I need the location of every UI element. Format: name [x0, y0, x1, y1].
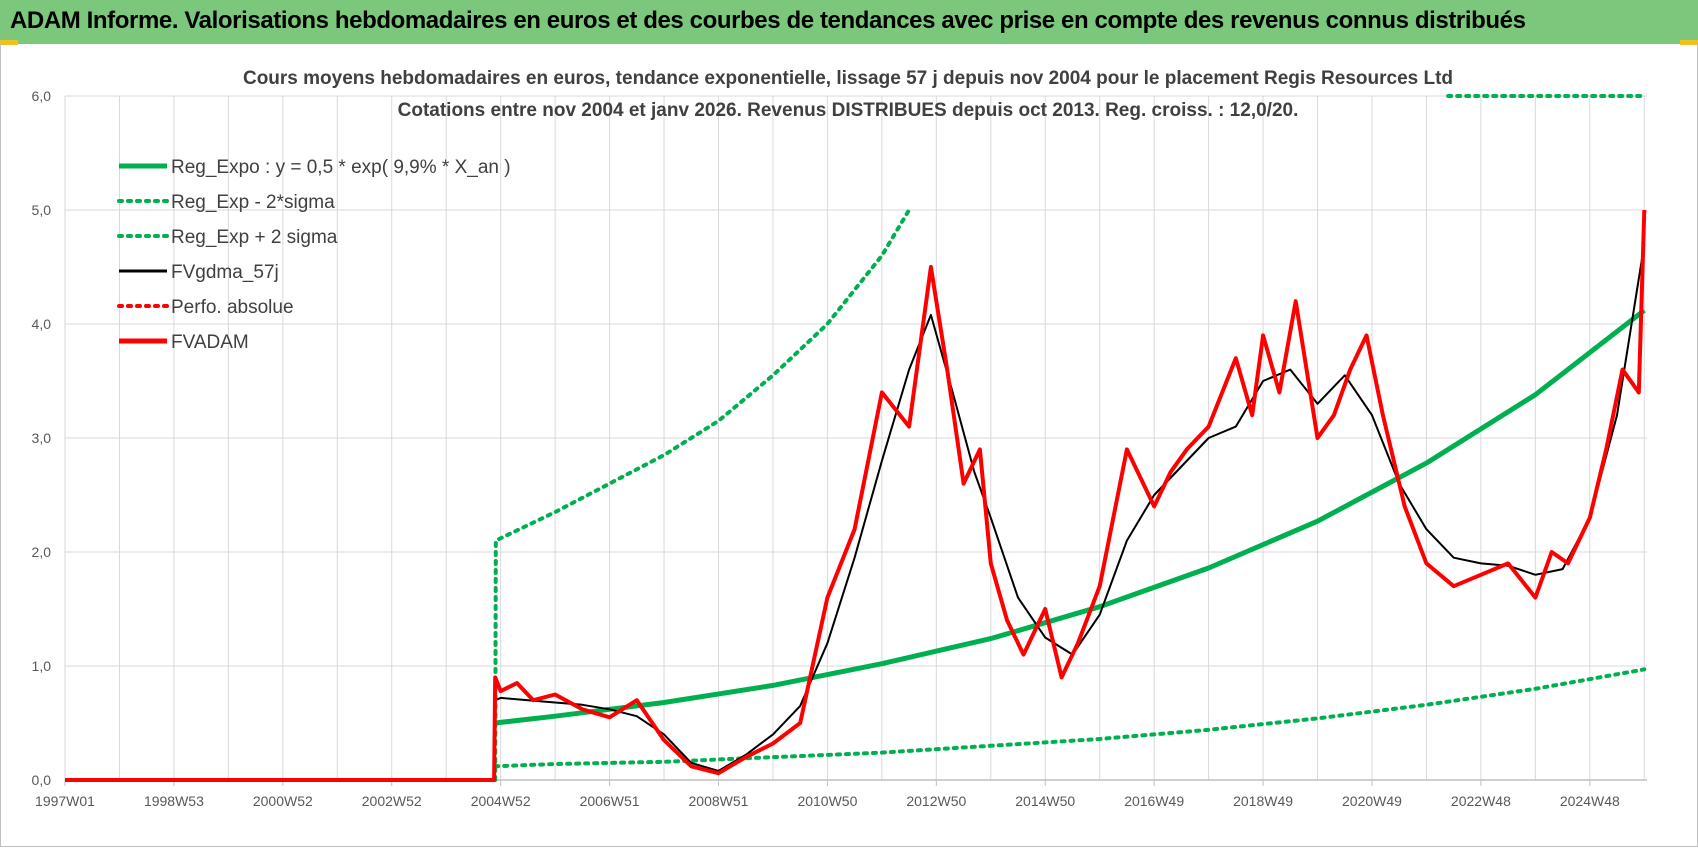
grid [64, 95, 1647, 781]
y-tick-label: 4,0 [32, 316, 52, 332]
legend-label: Reg_Exp - 2*sigma [171, 192, 335, 213]
x-tick-label: 2016W49 [1124, 793, 1184, 809]
legend-label: Perfo. absolue [171, 297, 294, 318]
legend-label: FVgdma_57j [171, 262, 279, 283]
banner-accent-right [1680, 40, 1698, 45]
x-tick-label: 2020W49 [1342, 793, 1402, 809]
y-tick-label: 0,0 [32, 772, 52, 788]
series-reg-exp-2-sigma [493, 667, 1647, 769]
y-tick-label: 2,0 [32, 544, 52, 560]
x-tick-label: 2008W51 [689, 793, 749, 809]
x-tick-label: 2004W52 [471, 793, 531, 809]
x-tick-label: 1997W01 [35, 793, 95, 809]
x-tick-label: 2018W49 [1233, 793, 1293, 809]
series [65, 94, 1647, 782]
legend: Reg_Expo : y = 0,5 * exp( 9,9% * X_an ) R… [117, 157, 511, 353]
legend-label: Reg_Exp + 2 sigma [171, 227, 338, 248]
x-tick-label: 2012W50 [906, 793, 966, 809]
series-fvgdma-57j [494, 244, 1646, 772]
header-banner: ADAM Informe. Valorisations hebdomadaire… [0, 0, 1698, 44]
x-tick-label: 2010W50 [797, 793, 857, 809]
series-reg-expo [494, 308, 1646, 726]
chart-title-line2: Cotations entre nov 2004 et janv 2026. R… [398, 100, 1299, 121]
legend-label: Reg_Expo : y = 0,5 * exp( 9,9% * X_an ) [171, 157, 511, 178]
series-fvadam [65, 209, 1647, 782]
banner-accent-left [0, 40, 18, 45]
chart-title-line1: Cours moyens hebdomadaires en euros, ten… [243, 68, 1453, 89]
x-tick-label: 2000W52 [253, 793, 313, 809]
y-tick-label: 1,0 [32, 658, 52, 674]
x-tick-label: 2022W48 [1451, 793, 1511, 809]
y-tick-label: 6,0 [32, 88, 52, 104]
x-tick-label: 2014W50 [1015, 793, 1075, 809]
series-reg-exp-2-sigma [493, 208, 912, 782]
chart: 0,0 1,0 2,0 3,0 4,0 5,0 6,0 1997W01 1998W53 2000W… [32, 68, 1647, 809]
y-tick-label: 3,0 [32, 430, 52, 446]
chart-title-group: Cours moyens hebdomadaires en euros, ten… [243, 68, 1453, 121]
x-tick-label: 1998W53 [144, 793, 204, 809]
chart-frame: 0,0 1,0 2,0 3,0 4,0 5,0 6,0 1997W01 1998W53 2000W… [0, 44, 1698, 847]
y-tick-label: 5,0 [32, 202, 52, 218]
legend-label: FVADAM [171, 332, 249, 353]
page-title: ADAM Informe. Valorisations hebdomadaire… [10, 7, 1526, 34]
x-tick-label: 2006W51 [580, 793, 640, 809]
x-tick-label: 2024W48 [1560, 793, 1620, 809]
x-tick-label: 2002W52 [362, 793, 422, 809]
